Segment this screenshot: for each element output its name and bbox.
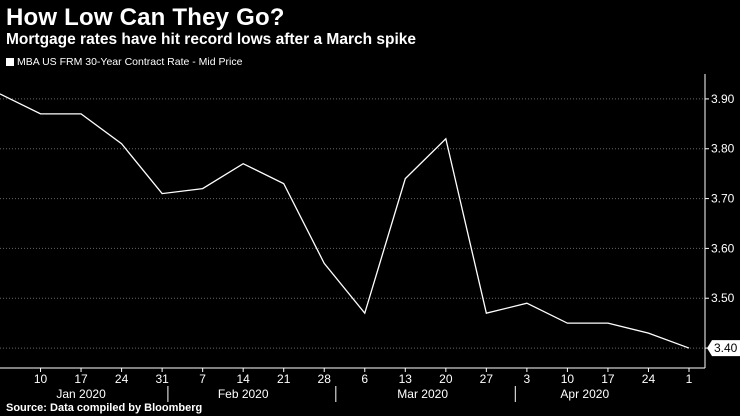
y-tick-label: 3.80	[711, 142, 735, 156]
x-tick-label: 24	[642, 372, 656, 386]
legend-swatch	[6, 58, 14, 66]
chart-subtitle: Mortgage rates have hit record lows afte…	[6, 31, 417, 48]
x-tick-label: 28	[318, 372, 332, 386]
source-note: Source: Data compiled by Bloomberg	[6, 402, 203, 414]
y-tick-label: 3.60	[711, 241, 735, 255]
x-tick-label: 10	[34, 372, 48, 386]
x-tick-label: 27	[480, 372, 494, 386]
labels: 3.40	[707, 340, 740, 357]
x-tick-label: 24	[115, 372, 129, 386]
y-tick-label: 3.70	[711, 192, 735, 206]
series	[0, 93, 690, 349]
legend-label: MBA US FRM 30-Year Contract Rate - Mid P…	[17, 56, 243, 68]
x-tick-label: 7	[199, 372, 206, 386]
x-tick-label: 21	[277, 372, 291, 386]
grid	[0, 98, 705, 349]
x-tick-label: 14	[236, 372, 250, 386]
chart-title: How Low Can They Go?	[6, 4, 285, 31]
last-value-box	[707, 340, 740, 357]
month-label: Mar 2020	[397, 387, 448, 401]
x-tick-label: 6	[361, 372, 368, 386]
last-value-label: 3.40	[714, 341, 738, 355]
x-tick-label: 3	[524, 372, 531, 386]
legend: MBA US FRM 30-Year Contract Rate - Mid P…	[6, 56, 242, 68]
x-tick-label: 31	[155, 372, 169, 386]
month-label: Apr 2020	[560, 387, 609, 401]
x-tick-label: 17	[74, 372, 88, 386]
month-label: Jan 2020	[56, 387, 106, 401]
x-tick-label: 10	[561, 372, 575, 386]
y-tick-label: 3.50	[711, 291, 735, 305]
x-tick-label: 17	[601, 372, 615, 386]
x-tick-label: 1	[686, 372, 693, 386]
x-tick-label: 20	[439, 372, 453, 386]
x-tick-label: 13	[399, 372, 413, 386]
y-tick-label: 3.90	[711, 92, 735, 106]
series-line	[0, 93, 690, 349]
month-label: Feb 2020	[218, 387, 269, 401]
